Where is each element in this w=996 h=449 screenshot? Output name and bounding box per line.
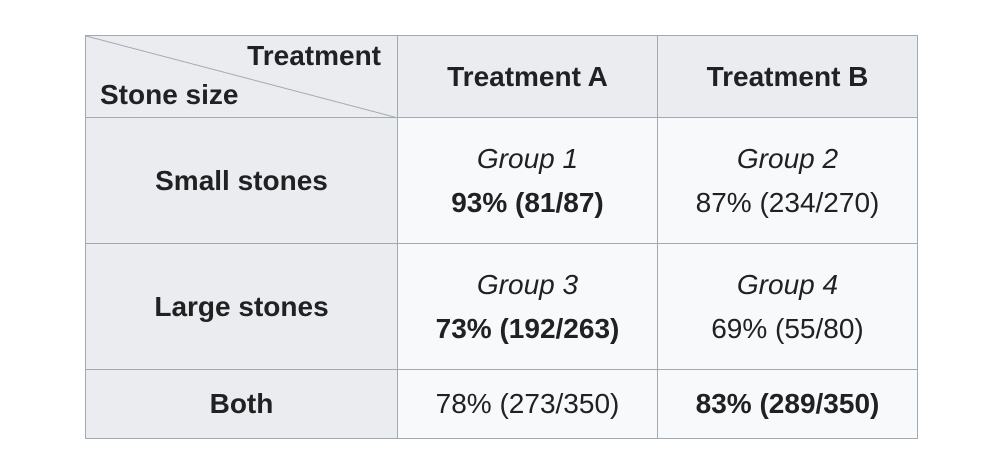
column-header: Treatment B	[657, 35, 918, 118]
corner-bottom: Stone size	[100, 79, 239, 110]
cell: Group 2 87% (234/270)	[657, 117, 918, 244]
group-label: Group 1	[476, 142, 579, 174]
row-header: Large stones	[85, 243, 398, 370]
cell: Group 3 73% (192/263)	[397, 243, 658, 370]
header-row: Treatment Stone size Treatment A Treatme…	[85, 35, 918, 118]
group-label: Group 4	[736, 268, 839, 300]
result: 73% (192/263)	[435, 312, 620, 344]
corner-cell: Treatment Stone size	[85, 35, 398, 118]
body-row: Small stones Group 1 93% (81/87) Group 2 87%…	[85, 117, 918, 244]
column-header: Treatment A	[397, 35, 658, 118]
corner-top: Treatment	[247, 40, 381, 71]
comparison-table: Treatment Stone size Treatment A Treatme…	[85, 35, 918, 439]
diagonal	[86, 36, 398, 118]
result: 69% (55/80)	[711, 312, 864, 344]
result: 83% (289/350)	[695, 388, 880, 419]
result: 78% (273/350)	[435, 388, 620, 419]
body-row: Both 78% (273/350) 83% (289/350)	[85, 369, 918, 439]
group-label: Group 2	[736, 142, 839, 174]
cell: 78% (273/350)	[397, 369, 658, 439]
row-header: Both	[85, 369, 398, 439]
result: 93% (81/87)	[451, 186, 604, 218]
group-label: Group 3	[476, 268, 579, 300]
cell: Group 4 69% (55/80)	[657, 243, 918, 370]
row-header: Small stones	[85, 117, 398, 244]
cell: Group 1 93% (81/87)	[397, 117, 658, 244]
cell: 83% (289/350)	[657, 369, 918, 439]
body-row: Large stones Group 3 73% (192/263) Group 4 6…	[85, 243, 918, 370]
result: 87% (234/270)	[695, 186, 880, 218]
